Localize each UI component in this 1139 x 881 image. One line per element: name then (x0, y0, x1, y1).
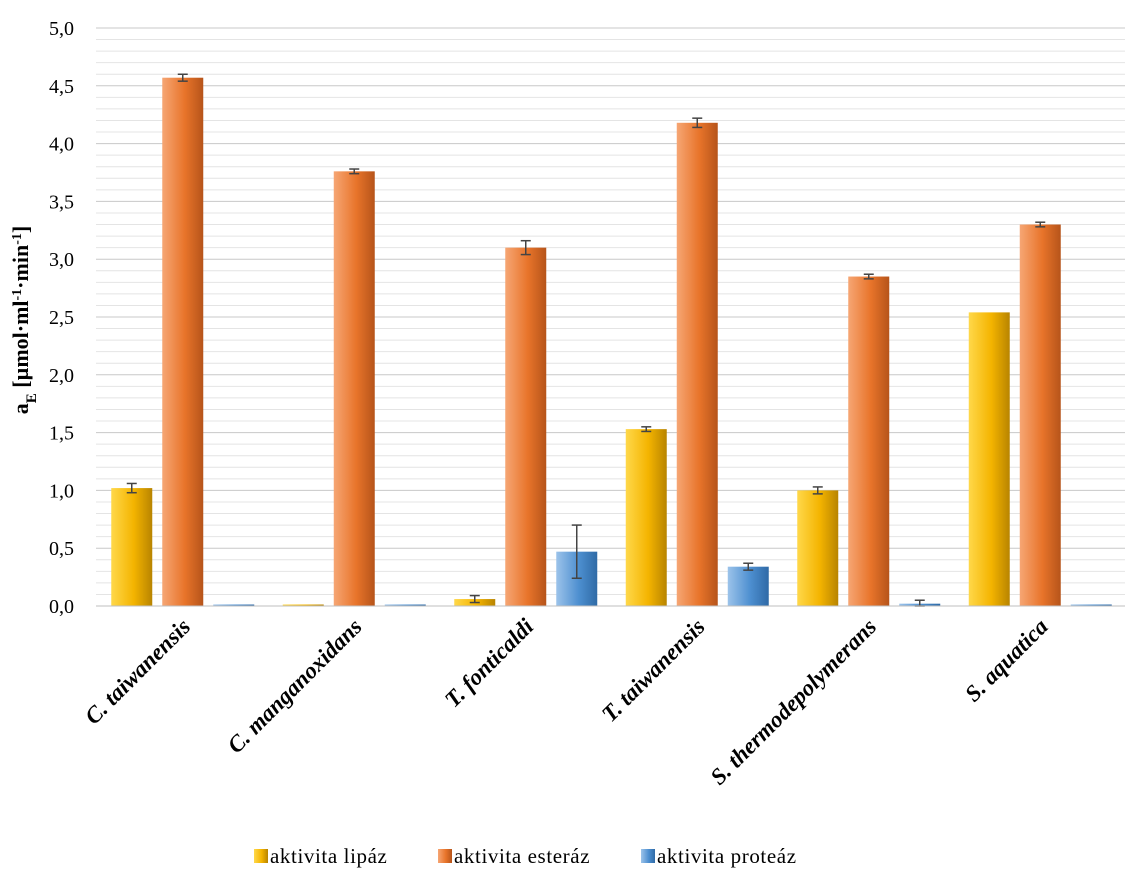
legend-swatch (254, 849, 268, 863)
bar-esteraz-3 (676, 122, 718, 607)
x-category-label: C. manganoxidans (223, 614, 367, 758)
legend: aktivita lipáz aktivita esteráz aktivita p… (254, 844, 797, 868)
y-tick-label: 1,0 (49, 480, 74, 502)
bar-lipaz-4 (797, 490, 839, 606)
y-tick-label: 4,5 (49, 76, 74, 98)
y-tick-label: 0,5 (49, 538, 74, 560)
bar-proteaz-5 (1070, 604, 1112, 606)
bar-lipaz-3 (625, 429, 667, 606)
y-tick-label: 2,0 (49, 365, 74, 387)
y-tick-label: 4,0 (49, 134, 74, 156)
bar-proteaz-3 (727, 566, 769, 606)
ylabel-sub: E (24, 393, 40, 403)
ylabel-end: ] (8, 226, 33, 233)
y-tick-label: 2,5 (49, 307, 74, 329)
bar-proteaz-1 (384, 604, 426, 606)
bar-lipaz-0 (111, 488, 153, 606)
y-tick-label: 3,5 (49, 191, 74, 213)
bar-lipaz-5 (968, 312, 1010, 606)
legend-swatch (438, 849, 452, 863)
ylabel-sup2: -1 (10, 233, 25, 245)
ylabel-mid: ·min (8, 245, 33, 289)
y-tick-label: 0,0 (49, 596, 74, 618)
ylabel-main: a (8, 403, 33, 414)
y-tick-label: 1,5 (49, 423, 74, 445)
gridlines (96, 27, 1125, 595)
y-tick-label: 5,0 (49, 18, 74, 40)
legend-label: aktivita esteráz (454, 844, 590, 868)
bar-lipaz-1 (282, 604, 324, 606)
y-tick-label: 3,0 (49, 249, 74, 271)
ylabel-sup1: -1 (10, 289, 25, 301)
bar-esteraz-5 (1019, 224, 1061, 606)
x-category-label: T. taiwanensis (597, 614, 710, 727)
error-bars (126, 73, 1046, 607)
x-category-label: S. aquatica (960, 614, 1053, 707)
bar-esteraz-1 (333, 171, 375, 606)
bar-esteraz-2 (505, 247, 547, 606)
bars (111, 77, 1112, 607)
bar-esteraz-4 (848, 276, 890, 606)
ylabel-unit: [µmol·ml (8, 300, 33, 393)
x-category-label: S. thermodepolymerans (705, 614, 881, 790)
legend-label: aktivita proteáz (657, 844, 797, 868)
y-axis-ticks: 0,0 0,5 1,0 1,5 2,0 2,5 3,0 3,5 4,0 4,5 5,0 (49, 18, 74, 618)
bar-esteraz-0 (162, 77, 204, 606)
legend-swatch (641, 849, 655, 863)
bar-proteaz-0 (213, 604, 255, 606)
legend-label: aktivita lipáz (270, 844, 387, 868)
y-axis-label: aE [µmol·ml-1·min-1] (8, 226, 40, 414)
x-category-label: T. fonticaldi (440, 613, 539, 712)
x-category-label: C. taiwanensis (80, 614, 195, 729)
x-axis-categories: C. taiwanensis C. manganoxidans T. fontica… (80, 613, 1053, 789)
